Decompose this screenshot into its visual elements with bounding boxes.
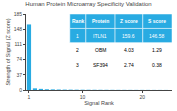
svg-text:37: 37 bbox=[16, 72, 22, 78]
svg-text:Protein: Protein bbox=[92, 18, 109, 24]
svg-text:OBM: OBM bbox=[95, 47, 106, 53]
svg-text:ITLN1: ITLN1 bbox=[93, 33, 107, 39]
svg-text:0.38: 0.38 bbox=[152, 62, 162, 68]
svg-text:74: 74 bbox=[16, 56, 22, 62]
svg-text:4.03: 4.03 bbox=[124, 47, 134, 53]
svg-text:S score: S score bbox=[148, 18, 166, 24]
svg-text:1: 1 bbox=[28, 94, 31, 100]
svg-text:159.6: 159.6 bbox=[122, 33, 135, 39]
svg-text:0: 0 bbox=[19, 87, 22, 93]
svg-text:Strength of Signal (Z score): Strength of Signal (Z score) bbox=[5, 18, 11, 85]
svg-text:20: 20 bbox=[139, 94, 145, 100]
svg-text:2: 2 bbox=[76, 47, 79, 53]
svg-text:Rank: Rank bbox=[72, 18, 84, 24]
svg-text:Z score: Z score bbox=[120, 18, 138, 24]
svg-text:3: 3 bbox=[76, 62, 79, 68]
svg-text:185: 185 bbox=[14, 11, 23, 17]
svg-text:10: 10 bbox=[80, 94, 86, 100]
svg-text:Signal Rank: Signal Rank bbox=[84, 100, 114, 106]
svg-text:1.29: 1.29 bbox=[152, 47, 162, 53]
svg-text:148: 148 bbox=[14, 26, 23, 32]
svg-text:1: 1 bbox=[76, 33, 79, 39]
svg-text:SF394: SF394 bbox=[93, 62, 108, 68]
svg-text:111: 111 bbox=[14, 41, 22, 47]
svg-text:Human Protein Microarray Speci: Human Protein Microarray Specificity Val… bbox=[25, 1, 151, 7]
svg-text:2.74: 2.74 bbox=[124, 62, 134, 68]
svg-text:146.58: 146.58 bbox=[149, 33, 165, 39]
